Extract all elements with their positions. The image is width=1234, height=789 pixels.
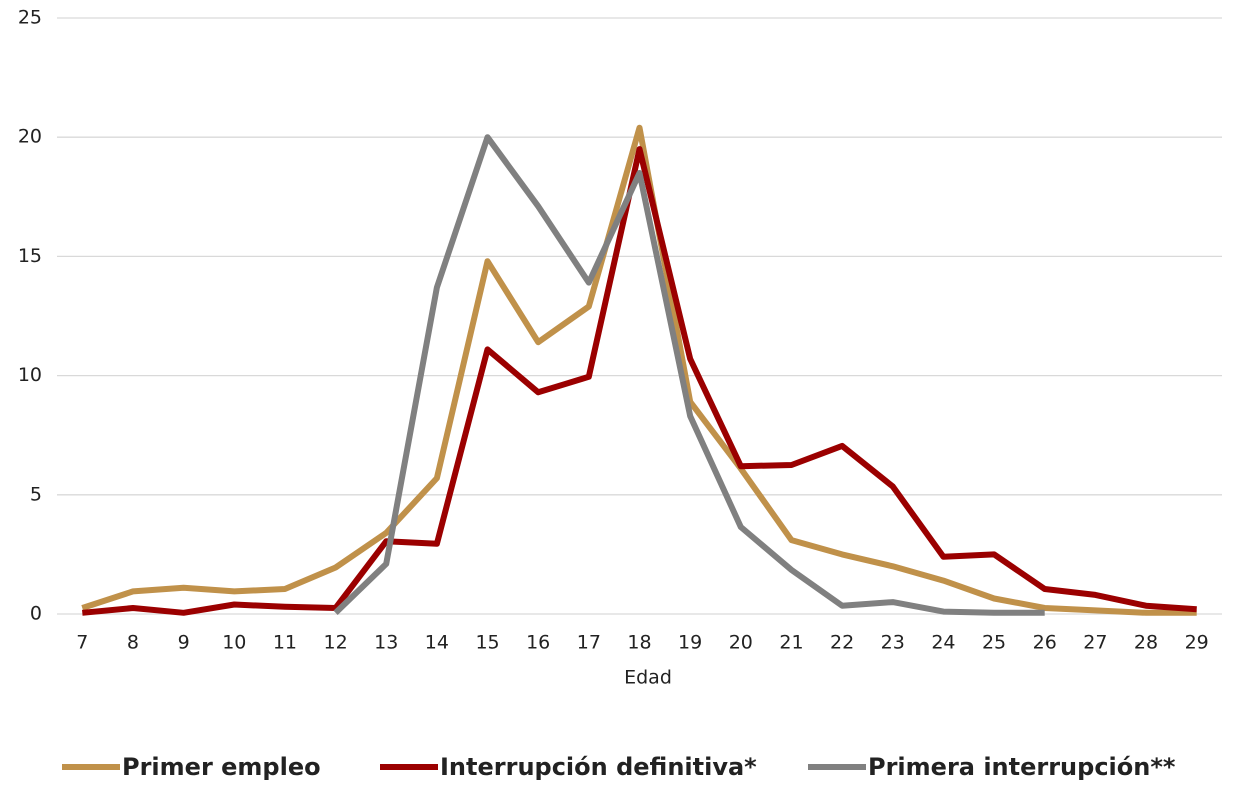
x-axis-label: Edad bbox=[624, 667, 672, 689]
series-line bbox=[82, 146, 1197, 616]
x-tick-label: 19 bbox=[678, 632, 702, 654]
x-tick-label: 10 bbox=[222, 632, 246, 654]
x-tick-label: 29 bbox=[1185, 632, 1209, 654]
x-tick-label: 28 bbox=[1134, 632, 1158, 654]
y-tick-label: 25 bbox=[18, 7, 42, 29]
x-tick-label: 12 bbox=[323, 632, 347, 654]
x-tick-label: 20 bbox=[729, 632, 753, 654]
x-tick-label: 17 bbox=[577, 632, 601, 654]
x-tick-label: 18 bbox=[627, 632, 651, 654]
x-tick-label: 16 bbox=[526, 632, 550, 654]
y-tick-label: 5 bbox=[30, 483, 42, 505]
y-tick-label: 0 bbox=[30, 603, 42, 625]
x-tick-label: 14 bbox=[425, 632, 449, 654]
series-line bbox=[81, 124, 1197, 616]
legend-label: Primer empleo bbox=[122, 753, 321, 781]
x-tick-label: 9 bbox=[178, 632, 190, 654]
x-tick-label: 23 bbox=[881, 632, 905, 654]
x-tick-label: 22 bbox=[830, 632, 854, 654]
x-tick-label: 8 bbox=[127, 632, 139, 654]
x-tick-label: 27 bbox=[1083, 632, 1107, 654]
x-tick-label: 24 bbox=[931, 632, 955, 654]
y-tick-label: 10 bbox=[18, 364, 42, 386]
x-tick-label: 21 bbox=[779, 632, 803, 654]
x-tick-label: 15 bbox=[475, 632, 499, 654]
y-tick-label: 20 bbox=[18, 126, 42, 148]
legend-label: Primera interrupción** bbox=[868, 753, 1176, 781]
series-line bbox=[333, 134, 1045, 616]
x-tick-label: 7 bbox=[76, 632, 88, 654]
x-tick-label: 26 bbox=[1033, 632, 1057, 654]
legend-label: Interrupción definitiva* bbox=[440, 753, 757, 781]
y-tick-label: 15 bbox=[18, 245, 42, 267]
x-tick-label: 13 bbox=[374, 632, 398, 654]
x-tick-label: 25 bbox=[982, 632, 1006, 654]
x-tick-label: 11 bbox=[273, 632, 297, 654]
